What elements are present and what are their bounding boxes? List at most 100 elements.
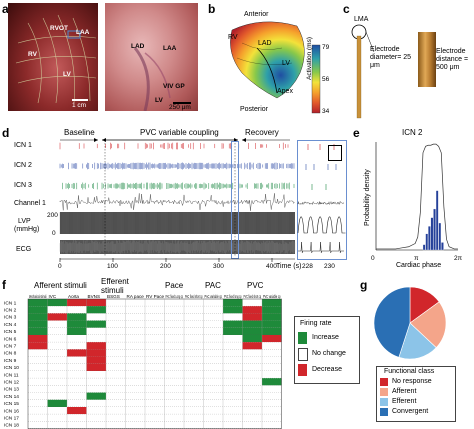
column-header: RA pace [127, 294, 145, 299]
heatmap-cell [47, 392, 67, 400]
heatmap-cell [145, 306, 165, 314]
channel1-trace [59, 193, 295, 211]
pie-slice [409, 301, 447, 349]
heatmap-cell [203, 299, 223, 307]
histogram-bar [428, 226, 431, 251]
legend-convergent: Convergent [392, 408, 429, 415]
row-label: ICN 16 [4, 408, 19, 414]
heatmap-cell [106, 363, 126, 371]
heatmap-cell [28, 349, 48, 357]
heatmap-cell [184, 327, 204, 335]
heatmap-cell [28, 335, 48, 343]
lma-label: LMA [354, 16, 369, 23]
heatmap-cell [184, 414, 204, 422]
firing-legend-nochange: No change [312, 350, 346, 357]
heatmap-cell [203, 392, 223, 400]
heatmap-cell [203, 335, 223, 343]
heatmap-cell [47, 313, 67, 321]
heatmap-cell [242, 342, 262, 350]
heatmap-cell [125, 371, 145, 379]
firing-legend-decrease: Decrease [312, 366, 342, 373]
heatmap-cell [125, 363, 145, 371]
row-label: ICN 1 [4, 300, 17, 306]
chart-xtick-2pi: 2π [454, 255, 463, 262]
colorbar-title: Activation (ms) [306, 37, 313, 80]
histogram-bar [435, 190, 439, 251]
heatmap-cell [86, 378, 106, 386]
spike-raster-icn1 [59, 142, 289, 150]
heatmap-cell [106, 399, 126, 407]
lvp-unit: (mmHg) [14, 226, 40, 233]
heatmap-cell [223, 385, 243, 393]
heatmap-cell [145, 399, 165, 407]
heatmap-cell [67, 327, 87, 335]
heatmap-cell [47, 299, 67, 307]
heatmap-cell [106, 349, 126, 357]
heatmap-cell [164, 306, 184, 314]
heatmap-cell [164, 335, 184, 343]
heatmap-cell [262, 299, 282, 307]
heatmap-cell [262, 407, 282, 415]
heatmap-cell [125, 421, 145, 429]
row-label: ICN 2 [4, 308, 17, 314]
row-label-icn3: ICN 3 [14, 182, 32, 189]
heatmap-cell [67, 356, 87, 364]
legend-swatch-convergent [380, 408, 388, 416]
lv-label-b: LV [282, 60, 291, 67]
heatmap-cell [106, 371, 126, 379]
heatmap-cell [86, 363, 106, 371]
heart-photo-left: RVOT LAA RV LV 1 cm [8, 3, 98, 111]
row-label-lvp: LVP [18, 218, 31, 225]
heatmap-cell [86, 414, 106, 422]
electrode-distance-label: Electrode distance = 500 μm [436, 48, 469, 71]
heatmap-cell [145, 342, 165, 350]
heatmap-cell [47, 356, 67, 364]
heatmap-cell [67, 320, 87, 328]
heatmap-cell [203, 371, 223, 379]
heatmap-cell [28, 313, 48, 321]
x-tick-300: 300 [213, 263, 224, 270]
inset-tick-228: 228 [302, 263, 313, 270]
row-label: ICN 6 [4, 336, 17, 342]
scale-text-left: 1 cm [72, 102, 87, 109]
heatmap-cell [223, 327, 243, 335]
group-afferent: Afferent stimuli [34, 281, 87, 290]
x-tick-100: 100 [107, 263, 118, 270]
heatmap-cell [145, 320, 165, 328]
column-header: PAC variable cp [205, 294, 223, 299]
heatmap-cell [184, 320, 204, 328]
heatmap-cell [242, 313, 262, 321]
heatmap-cell [86, 327, 106, 335]
heatmap-cell [125, 342, 145, 350]
heatmap-cell [106, 385, 126, 393]
heatmap-cell [184, 313, 204, 321]
heatmap-cell [125, 327, 145, 335]
heatmap-cell [86, 313, 106, 321]
heatmap-cell [47, 327, 67, 335]
heatmap-cell [262, 356, 282, 364]
column-header: PAC fixed Long cp [166, 294, 184, 299]
heatmap-cell [145, 421, 165, 429]
heatmap-cell [125, 385, 145, 393]
x-tick-400: 400 [266, 263, 277, 270]
heatmap-cell [203, 349, 223, 357]
heatmap-cell [86, 392, 106, 400]
heatmap-cell [47, 342, 67, 350]
laa-label-left: LAA [76, 29, 90, 36]
heatmap-cell [28, 371, 48, 379]
firing-legend-swatch-nochange [298, 348, 308, 361]
heatmap-cell [67, 421, 87, 429]
heatmap-cell [28, 414, 48, 422]
histogram-bar [441, 242, 444, 251]
heatmap-cell [125, 320, 145, 328]
heatmap-cell [184, 299, 204, 307]
heatmap-cell [145, 356, 165, 364]
heatmap-cell [106, 342, 126, 350]
heatmap-cell [86, 356, 106, 364]
heatmap-cell [67, 385, 87, 393]
heatmap-cell [145, 407, 165, 415]
electrode-closeup-photo [418, 32, 436, 87]
heatmap-cell [28, 299, 48, 307]
inset-channel1 [297, 201, 344, 206]
firing-legend-increase: Increase [312, 334, 339, 341]
